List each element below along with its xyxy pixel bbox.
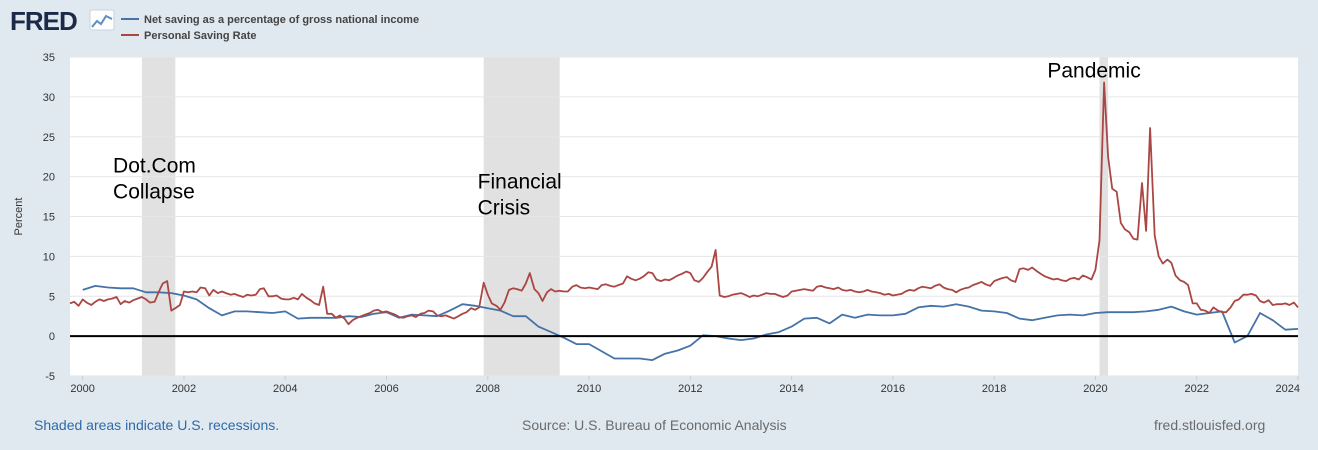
y-tick-label: 0 (49, 331, 55, 343)
x-tick-label: 2010 (577, 383, 601, 395)
logo-text: FRED (10, 6, 77, 36)
annotation: Financial Crisis (478, 171, 562, 220)
y-tick-label: -5 (45, 371, 55, 383)
logo-trend-icon (91, 14, 113, 28)
x-tick-label: 2016 (881, 383, 905, 395)
logo-graph-icon (89, 9, 115, 31)
x-tick-label: 2006 (374, 383, 398, 395)
y-tick-label: 35 (43, 52, 55, 64)
y-tick-label: 20 (43, 172, 55, 184)
legend-label: Personal Saving Rate (144, 30, 257, 42)
y-tick-label: 25 (43, 132, 55, 144)
x-tick-label: 2014 (779, 383, 803, 395)
y-tick-label: 5 (49, 291, 55, 303)
x-tick-label: 2020 (1083, 383, 1107, 395)
y-tick-label: 30 (43, 92, 55, 104)
site-link[interactable]: fred.stlouisfed.org (1154, 417, 1266, 433)
legend-label: Net saving as a percentage of gross nati… (144, 14, 419, 26)
series-line-personal-saving (69, 81, 1299, 326)
annotation: Pandemic (1047, 60, 1140, 83)
y-axis-label: Percent (13, 198, 25, 236)
x-axis-ticks: 2000 2002 2004 2006 2008 2010 2012 2014 2016 2018… (70, 376, 1300, 395)
x-tick-label: 2000 (70, 383, 94, 395)
x-tick-label: 2004 (273, 383, 297, 395)
fred-logo[interactable]: FRED (10, 6, 115, 36)
y-tick-label: 10 (43, 251, 55, 263)
annotations: Dot.Com Collapse Financial Crisis Pandemic (113, 60, 1141, 220)
annotation: Dot.Com Collapse (113, 155, 196, 204)
x-tick-label: 2002 (172, 383, 196, 395)
x-tick-label: 2022 (1184, 383, 1208, 395)
y-tick-label: 15 (43, 212, 55, 224)
y-axis-ticks: -5 0 5 10 15 20 25 30 35 (43, 52, 55, 383)
recession-note[interactable]: Shaded areas indicate U.S. recessions. (34, 417, 280, 433)
x-tick-label: 2012 (678, 383, 702, 395)
legend[interactable]: Net saving as a percentage of gross nati… (121, 14, 419, 42)
x-tick-label: 2008 (476, 383, 500, 395)
source-note: Source: U.S. Bureau of Economic Analysis (522, 417, 787, 433)
x-tick-label: 2024 (1276, 383, 1300, 395)
x-tick-label: 2018 (982, 383, 1006, 395)
